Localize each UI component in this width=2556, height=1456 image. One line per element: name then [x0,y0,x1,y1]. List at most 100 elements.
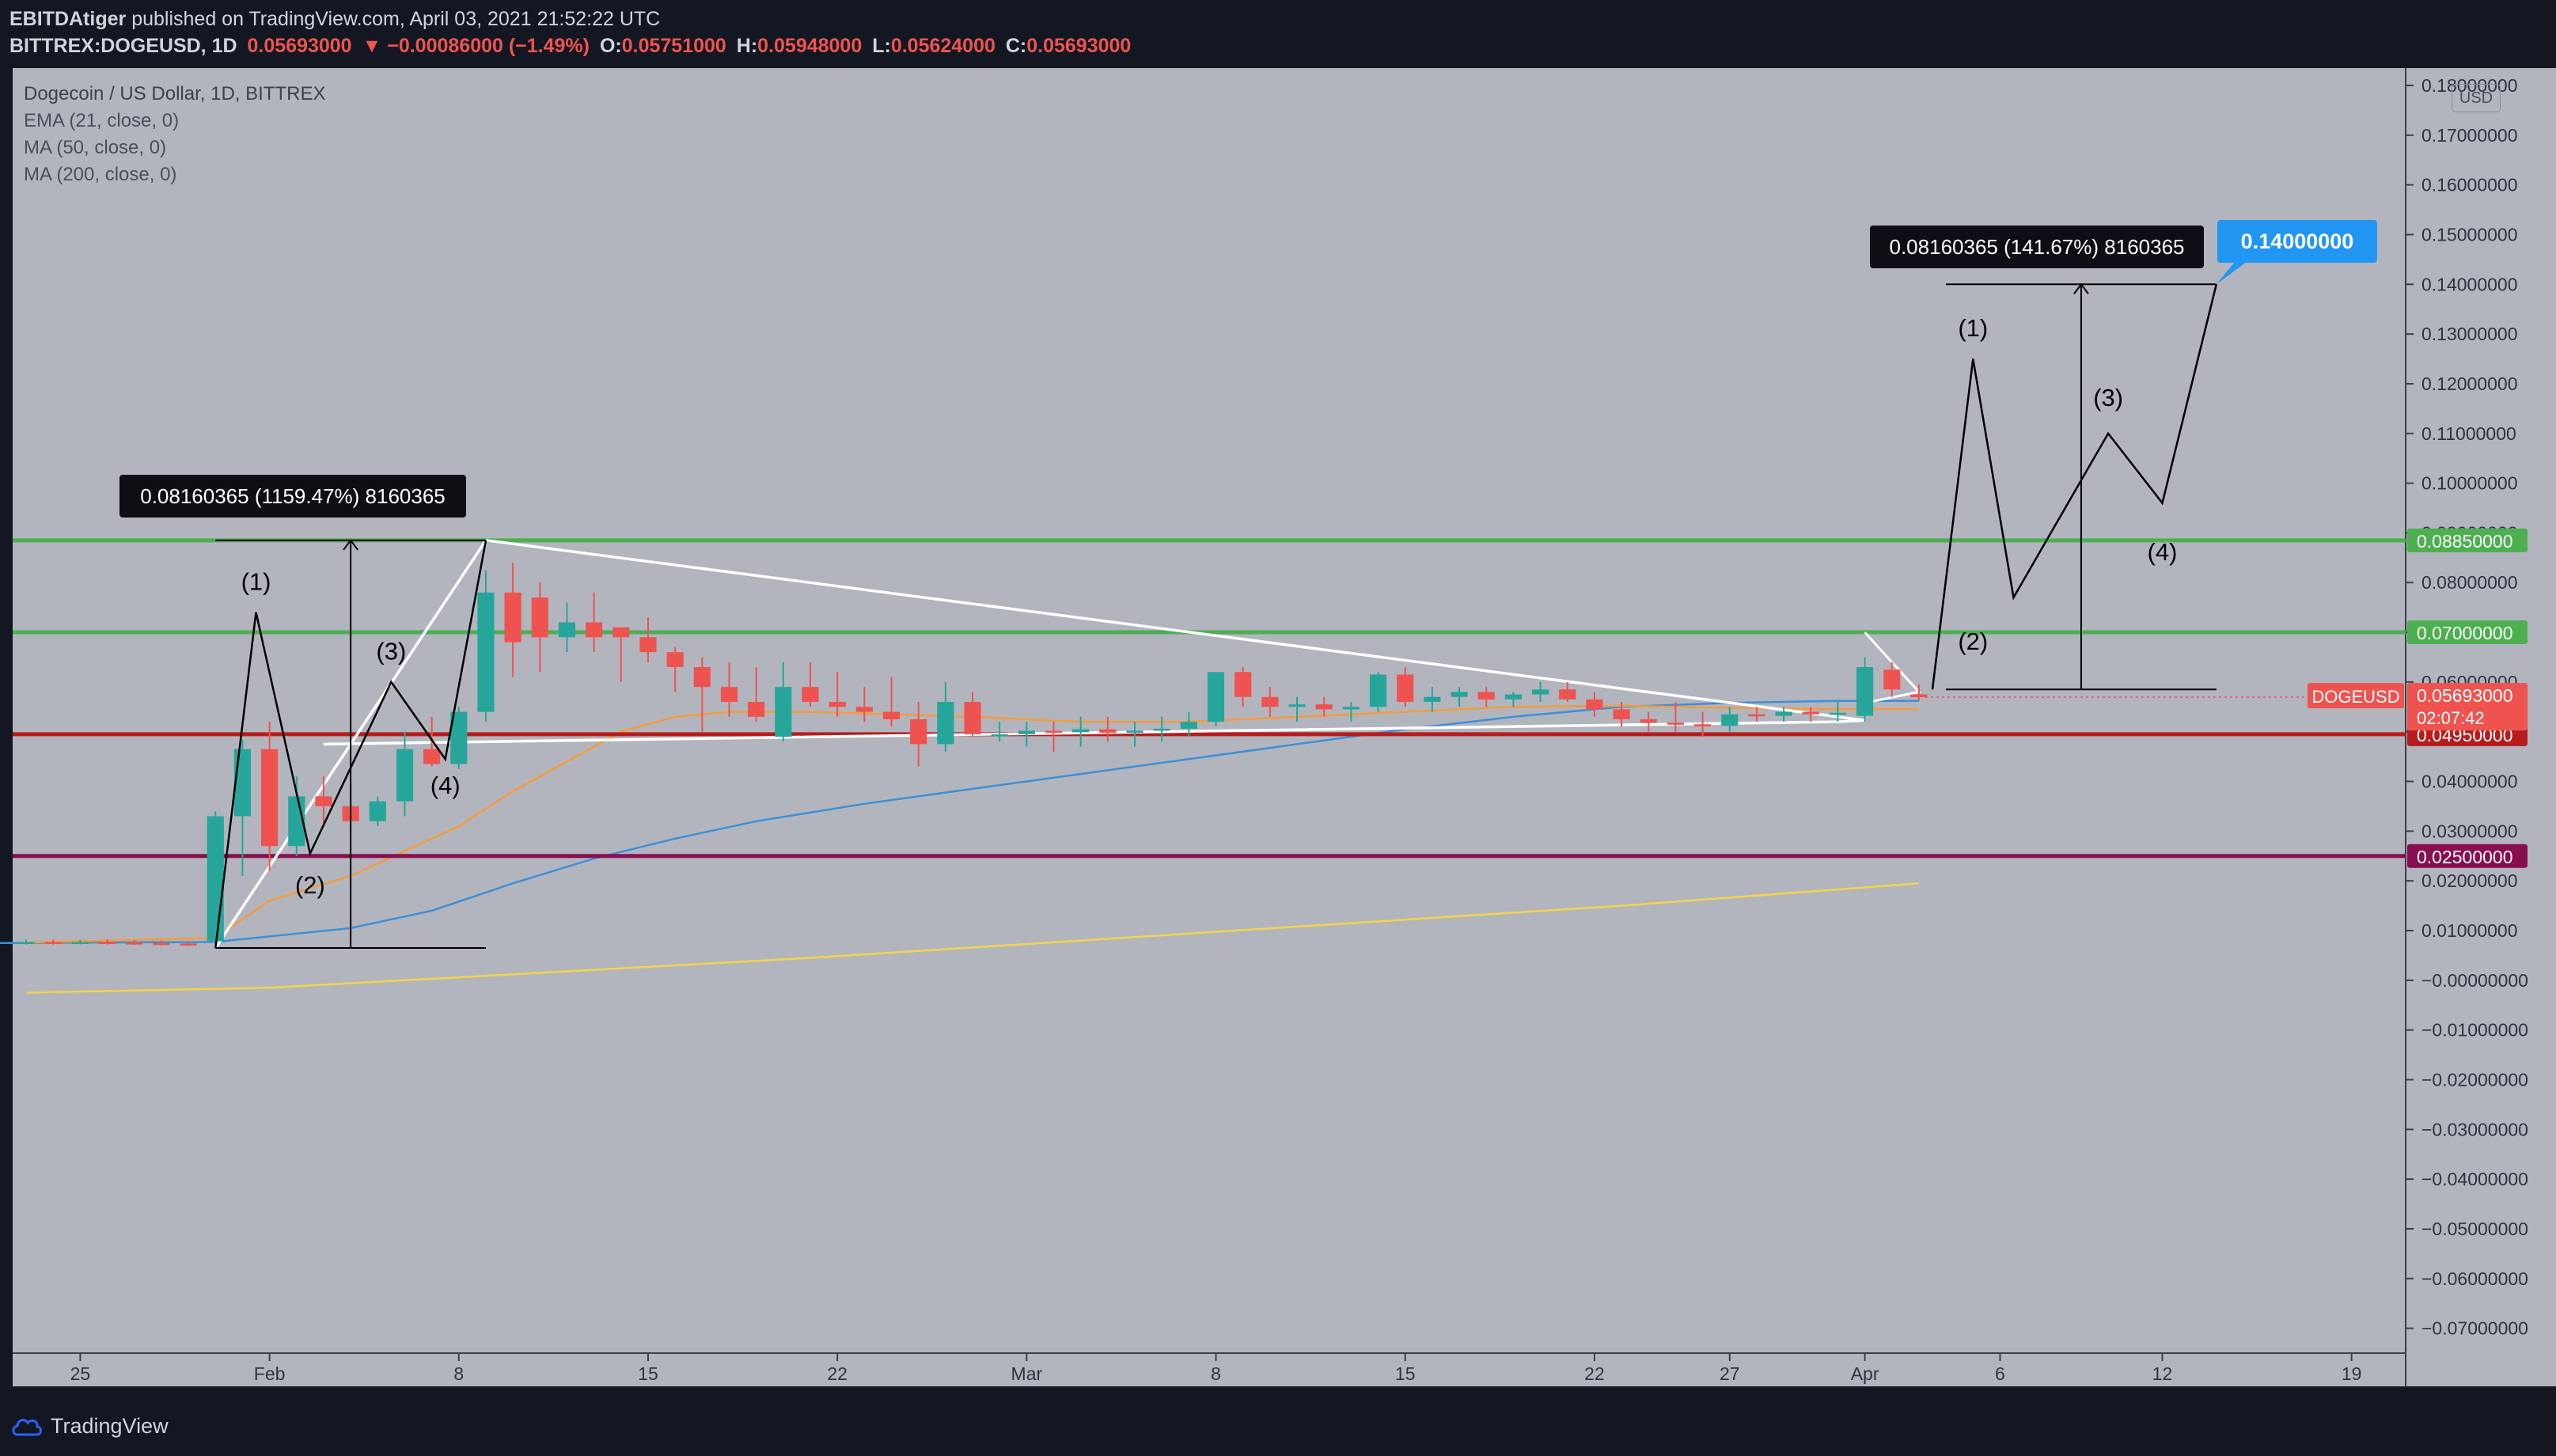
candle-body [99,942,116,944]
ma200-line [26,882,1919,994]
candle-body [1342,707,1360,710]
price-tick-label: 0.10000000 [2421,473,2518,494]
price-tick-label: 0.03000000 [2421,821,2518,841]
candle-body [504,592,521,643]
candle-body [477,592,495,712]
candle-body [153,942,170,946]
candle-body [1721,714,1739,726]
level-price-tag-text: 0.08850000 [2417,531,2513,552]
chart-frame[interactable]: 0.18000000 0.17000000 0.16000000 0.15000000… [0,66,2556,1456]
time-tick-label: Mar [1011,1363,1043,1384]
price-tick-label: 0.15000000 [2421,224,2518,245]
time-tick-label: Apr [1851,1363,1879,1384]
time-tick-label: 6 [1995,1363,2005,1384]
candle-body [1504,694,1522,700]
author-name[interactable]: EBITDAtiger [9,8,127,30]
time-tick-label: 15 [638,1363,658,1384]
time-tick-label: 25 [70,1363,91,1384]
candle-body [666,652,684,668]
candle-body [233,749,252,817]
candle-body [558,622,576,638]
measure-label-text: 0.08160365 (141.67%) 8160365 [1890,235,2185,259]
legend-ma200[interactable]: MA (200, close, 0) [24,164,177,185]
past-wave-label: (3) [376,638,406,665]
measure-arrow-head [2073,282,2089,294]
candle-body [450,711,468,764]
candle-body [1045,730,1063,733]
candle-body [1829,712,1847,715]
candle-body [1748,714,1765,717]
candle-body [396,749,414,802]
cloud-logo-icon [12,1419,42,1436]
ema21-line [26,704,1919,944]
candle-body [748,702,765,717]
close-value: 0.05693000 [1026,35,1132,57]
candle-body [1667,722,1685,725]
measure-label-box [1870,226,2204,268]
publish-info: published on TradingView.com, April 03, … [131,8,661,30]
measure-label-text: 0.08160365 (1159.47%) 8160365 [140,484,446,508]
symbol-label: BITTREX:DOGEUSD, 1D [9,35,237,57]
candle-body [1613,709,1630,719]
time-tick-label: 22 [1584,1363,1605,1384]
candle-body [1207,672,1225,722]
projected-wave-path [1931,284,2218,690]
candle-body [1775,711,1792,716]
measure-label-box [119,475,466,518]
price-tick-label: −0.07000000 [2421,1318,2528,1339]
candle-body [612,627,630,638]
candle-body [1369,674,1387,707]
open-value: 0.05751000 [621,35,726,57]
time-tick-label: 27 [1720,1363,1740,1384]
current-price-value: 0.05693000 [2417,685,2513,706]
price-tick-label: 0.17000000 [2421,125,2518,146]
projected-wave-label: (3) [2093,384,2123,411]
price-tick-label: −0.01000000 [2421,1020,2528,1041]
price-tick-label: −0.03000000 [2421,1119,2528,1139]
candle-body [639,637,657,653]
candle-body [1261,696,1279,707]
price-tick-label: 0.13000000 [2421,324,2518,344]
price-tick-label: 0.11000000 [2421,423,2516,444]
legend-ma50[interactable]: MA (50, close, 0) [24,137,167,158]
candle-body [1424,696,1441,703]
candle-body [586,622,603,638]
time-tick-label: 22 [827,1363,848,1384]
high-label: H: [736,35,758,57]
past-wave-label: (4) [430,772,461,799]
candle-body [44,942,62,944]
price-chart[interactable]: 0.18000000 0.17000000 0.16000000 0.15000000… [0,66,2556,1456]
projected-wave-label: (1) [1958,314,1988,342]
high-value: 0.05948000 [757,35,863,57]
legend-ema[interactable]: EMA (21, close, 0) [24,110,180,131]
price-tick-label: 0.02000000 [2421,870,2518,891]
currency-button[interactable]: USD [2452,84,2501,112]
candle-body [882,711,901,719]
candle-body [991,734,1008,737]
price-tick-label: 0.18000000 [2421,75,2518,96]
projected-wave-label: (4) [2148,538,2178,566]
candle-body [693,667,711,688]
close-label: C: [1005,35,1027,57]
candle-body [775,687,792,737]
level-price-tag [2407,528,2528,552]
candle-body [1451,692,1468,697]
target-pointer [2216,257,2253,285]
candle-body [71,942,89,944]
legend-title[interactable]: Dogecoin / US Dollar, 1D, BITTREX [24,83,326,104]
candle-body [531,597,548,638]
target-label-box [2217,220,2377,263]
level-price-tag-text: 0.07000000 [2417,623,2513,643]
price-tick-label: 0.16000000 [2421,175,2518,195]
chart-header: EBITDAtiger published on TradingView.com… [0,0,2556,66]
tradingview-logo[interactable]: TradingView [11,1412,169,1440]
time-axis-panel [13,1353,2406,1386]
candle-body [207,816,224,942]
candle-body [1531,689,1549,695]
price-tick-label: −0.05000000 [2421,1219,2528,1239]
price-tick-label: 0.08000000 [2421,572,2518,593]
price-tick-label: 0.04000000 [2421,772,2518,792]
candle-body [1315,704,1333,710]
level-price-tag-text: 0.02500000 [2417,847,2513,867]
chart-footer [0,1386,2556,1456]
